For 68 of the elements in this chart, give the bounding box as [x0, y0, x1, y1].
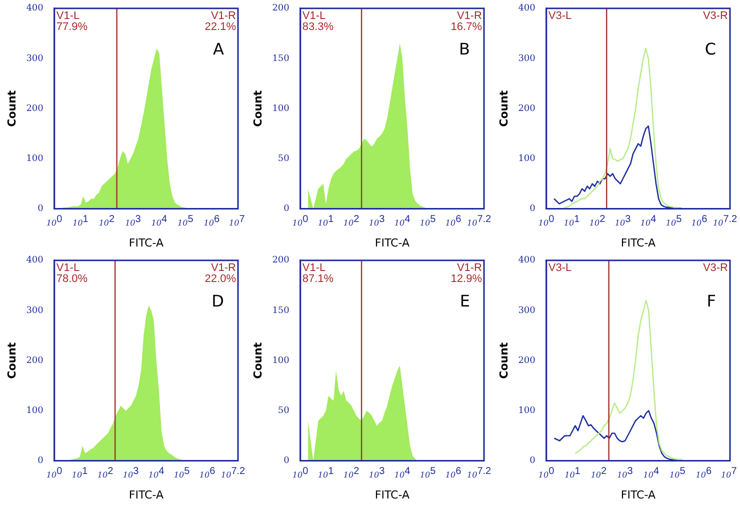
x-axis-title: FITC-A — [620, 236, 656, 250]
y-tick-label: 50 — [278, 406, 290, 416]
y-tick-label: 300 — [518, 54, 536, 64]
annotation: V1-L — [302, 10, 326, 22]
text: A — [213, 40, 224, 59]
annotation: V1-R — [210, 10, 236, 22]
y-tick-label: 100 — [518, 406, 536, 416]
y-tick-label: 50 — [278, 154, 290, 164]
y-axis-title: Count — [251, 90, 264, 127]
text: D — [212, 292, 224, 311]
y-tick-label: 400 — [26, 4, 44, 14]
y-tick-label: 150 — [272, 306, 290, 316]
y-tick-label: 200 — [26, 356, 44, 366]
y-axis-title: Count — [5, 90, 18, 127]
annotation: 83.3% — [302, 20, 334, 33]
y-tick-label: 200 — [26, 104, 44, 114]
text: F — [706, 292, 716, 311]
y-tick-label: 300 — [26, 306, 44, 316]
y-axis-title: Count — [497, 90, 510, 127]
y-tick-label: 0 — [530, 204, 536, 214]
y-tick-label: 0 — [38, 204, 44, 214]
annotation: V1-R — [456, 262, 482, 274]
y-tick-label: 200 — [272, 256, 290, 266]
text: B — [459, 40, 470, 59]
y-tick-label: 400 — [26, 256, 44, 266]
y-tick-label: 400 — [518, 4, 536, 14]
y-tick-label: 0 — [284, 204, 290, 214]
x-axis-title: FITC-A — [374, 488, 410, 502]
y-tick-label: 300 — [26, 54, 44, 64]
x-axis-title: FITC-A — [128, 236, 164, 250]
y-tick-label: 100 — [26, 154, 44, 164]
annotation: V3-L — [548, 10, 572, 22]
y-tick-label: 100 — [26, 406, 44, 416]
y-tick-label: 0 — [38, 456, 44, 466]
annotation: V3-R — [702, 10, 728, 22]
y-axis-title: Count — [497, 342, 510, 379]
annotation: 78.0% — [56, 272, 88, 285]
y-tick-label: 100 — [272, 356, 290, 366]
y-tick-label: 100 — [518, 154, 536, 164]
text: E — [460, 292, 470, 311]
y-tick-label: 200 — [272, 4, 290, 14]
y-axis-title: Count — [5, 342, 18, 379]
annotation: 22.1% — [204, 20, 236, 33]
annotation: 87.1% — [302, 272, 334, 285]
x-axis-title: FITC-A — [620, 488, 656, 502]
y-tick-label: 300 — [518, 306, 536, 316]
y-tick-label: 100 — [272, 104, 290, 114]
x-axis-title: FITC-A — [128, 488, 164, 502]
annotation: 16.7% — [450, 20, 482, 33]
annotation: V1-R — [456, 10, 482, 22]
y-tick-label: 200 — [518, 356, 536, 366]
annotation: 12.9% — [450, 272, 482, 285]
y-tick-label: 200 — [518, 104, 536, 114]
annotation: V1-R — [210, 262, 236, 274]
annotation: V1-L — [302, 262, 326, 274]
y-tick-label: 0 — [530, 456, 536, 466]
annotation: V3-L — [548, 262, 572, 274]
annotation: V1-L — [56, 10, 80, 22]
annotation: 77.9% — [56, 20, 88, 33]
annotation: V3-R — [702, 262, 728, 274]
annotation: V1-L — [56, 262, 80, 274]
text: C — [704, 40, 716, 59]
x-axis-title: FITC-A — [374, 236, 410, 250]
annotation: 22.0% — [204, 272, 236, 285]
y-tick-label: 400 — [518, 256, 536, 266]
y-tick-label: 150 — [272, 54, 290, 64]
y-tick-label: 0 — [284, 456, 290, 466]
y-axis-title: Count — [251, 342, 264, 379]
